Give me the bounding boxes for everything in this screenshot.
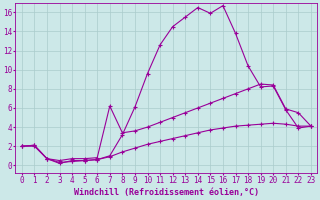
X-axis label: Windchill (Refroidissement éolien,°C): Windchill (Refroidissement éolien,°C) xyxy=(74,188,259,197)
